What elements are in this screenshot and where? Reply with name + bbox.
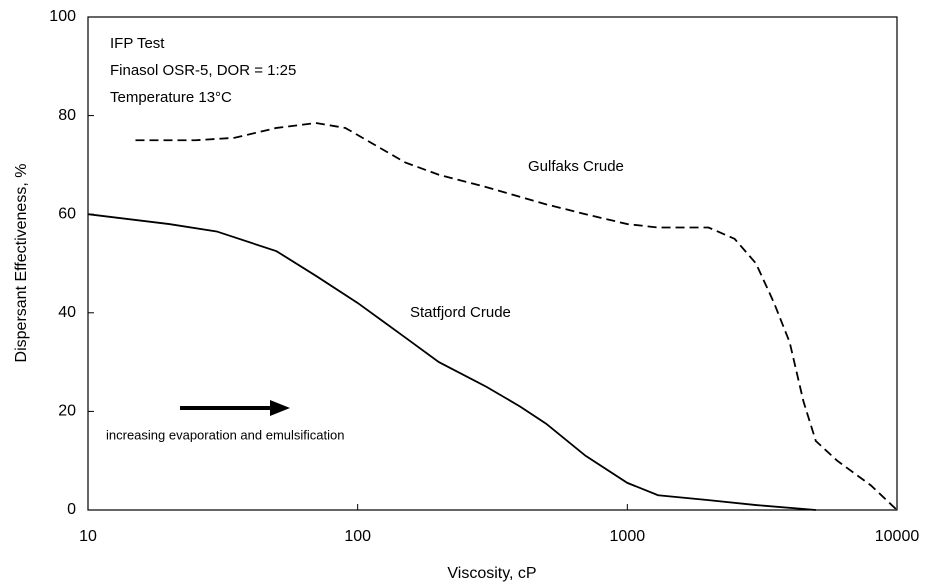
- plot-frame: [87, 16, 898, 511]
- y-tick-label: 20: [58, 403, 76, 420]
- y-tick-label: 100: [49, 8, 76, 25]
- annotation: Temperature 13°C: [110, 89, 232, 106]
- y-tick-label: 40: [58, 304, 76, 321]
- series-label: Statfjord Crude: [410, 304, 511, 321]
- annotation: Finasol OSR-5, DOR = 1:25: [110, 62, 296, 79]
- x-axis-label: Viscosity, cP: [447, 565, 536, 582]
- series-line: [87, 213, 816, 511]
- annotation: IFP Test: [110, 35, 165, 52]
- x-tick-label: 10: [79, 528, 97, 545]
- x-tick-label: 1000: [610, 528, 646, 545]
- y-axis-label: Dispersant Effectiveness, %: [13, 164, 30, 363]
- y-tick-label: 60: [58, 205, 76, 222]
- y-tick-label: 0: [67, 501, 76, 518]
- arrow-head: [270, 400, 290, 416]
- annotation: increasing evaporation and emulsificatio…: [106, 427, 344, 442]
- series-label: Gulfaks Crude: [528, 158, 624, 175]
- series-line: [135, 122, 898, 511]
- y-tick-label: 80: [58, 107, 76, 124]
- x-tick-label: 10000: [875, 528, 920, 545]
- x-tick-label: 100: [344, 528, 371, 545]
